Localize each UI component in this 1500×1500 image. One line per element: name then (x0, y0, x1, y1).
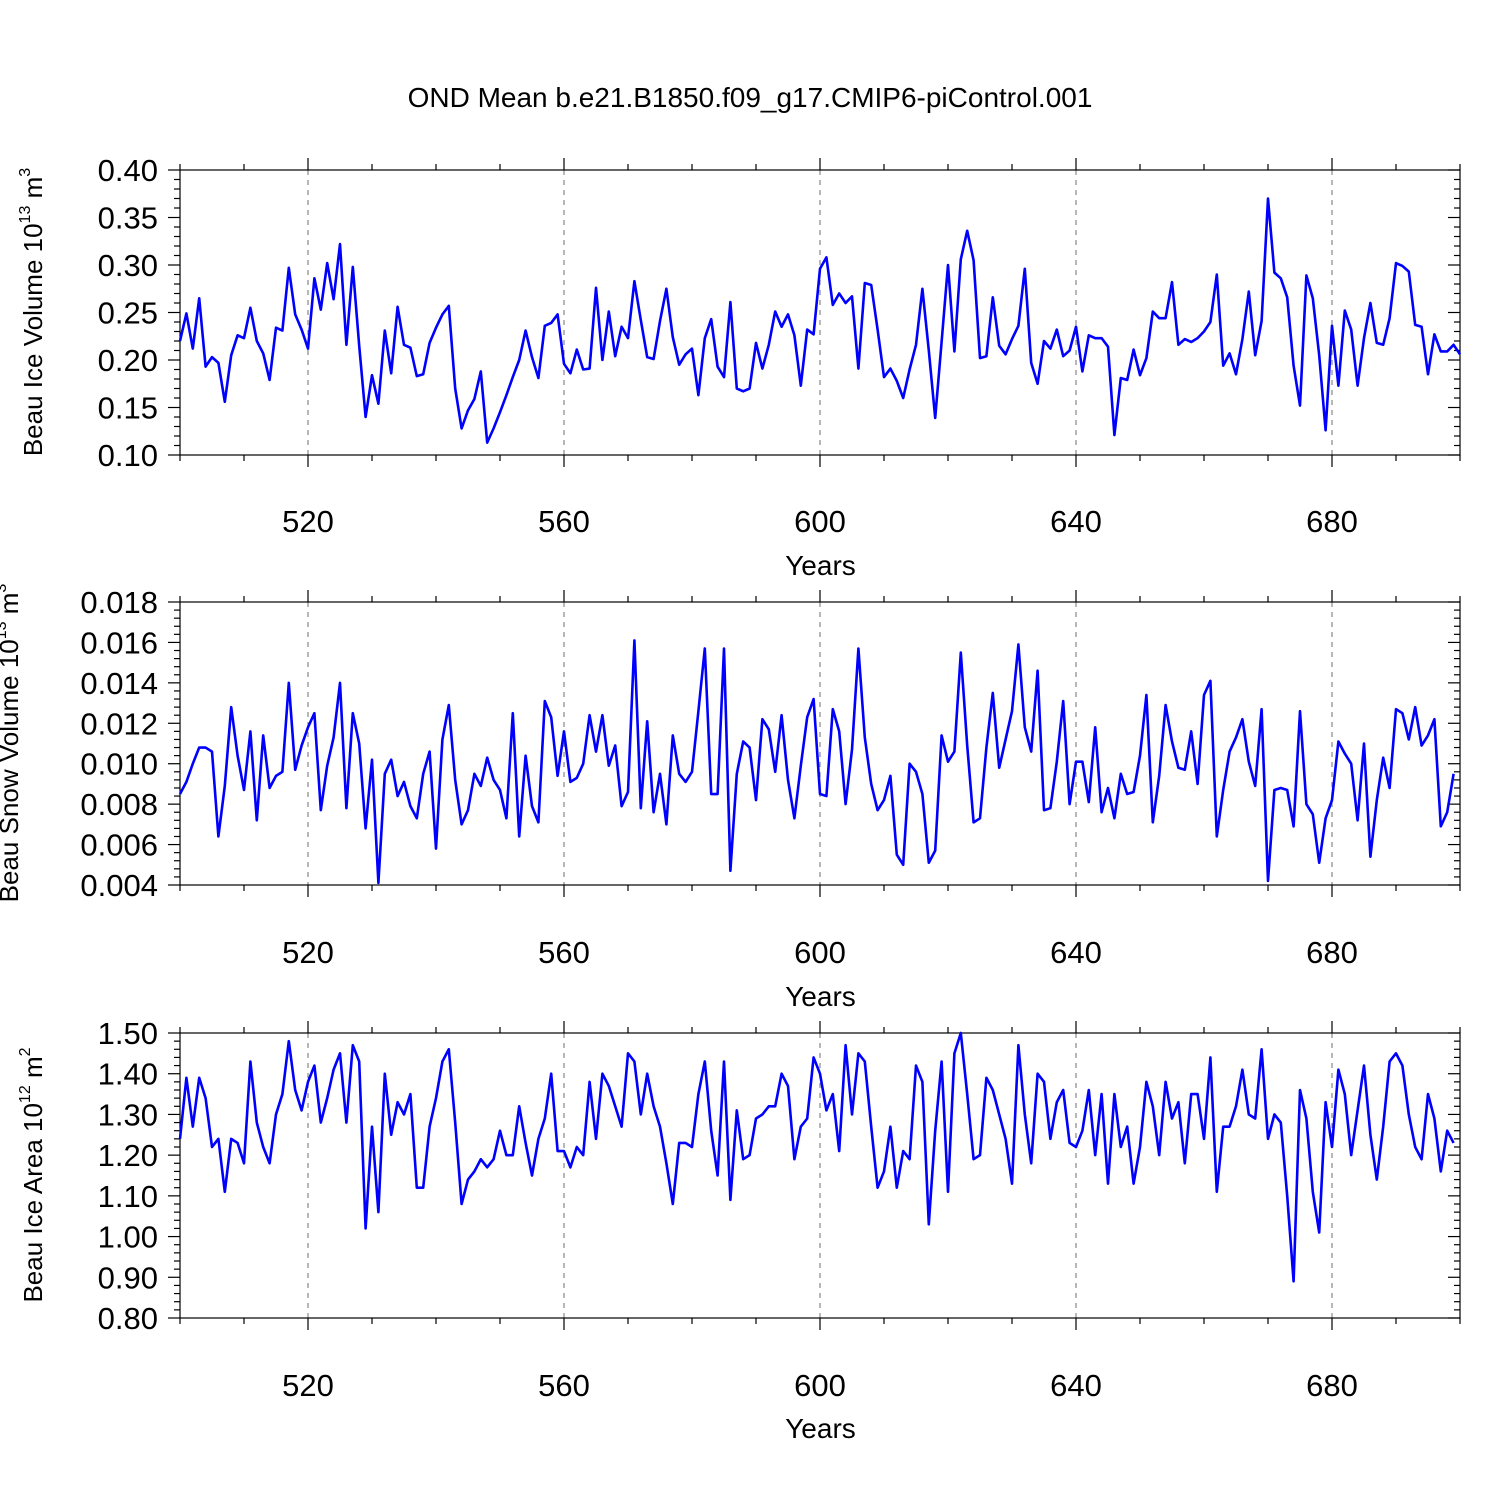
y-tick-label: 0.10 (98, 438, 158, 473)
x-tick-label: 520 (282, 504, 334, 539)
y-tick-label: 0.018 (80, 585, 158, 620)
y-tick-label: 0.35 (98, 201, 158, 236)
series-line (178, 197, 1462, 444)
chart-title: OND Mean b.e21.B1850.f09_g17.CMIP6-piCon… (408, 82, 1093, 113)
y-tick-label: 0.30 (98, 248, 158, 283)
y-tick-label: 0.014 (80, 666, 158, 701)
x-tick-label: 680 (1306, 504, 1358, 539)
y-tick-label: 0.20 (98, 343, 158, 378)
series-line (178, 639, 1455, 885)
y-tick-label: 0.004 (80, 868, 158, 903)
y-tick-label: 1.20 (98, 1138, 158, 1173)
x-tick-label: 600 (794, 935, 846, 970)
y-tick-label: 0.006 (80, 828, 158, 863)
y-tick-label: 0.008 (80, 787, 158, 822)
x-tick-label: 560 (538, 935, 590, 970)
y-axis-label: Beau Snow Volume 1013 m3 (0, 584, 24, 903)
y-tick-label: 0.016 (80, 625, 158, 660)
y-tick-label: 0.25 (98, 296, 158, 331)
panel-1: 520 560 600 640 680 0.10 0.15 0.20 0.25 0.30 0.35 0… (17, 153, 1462, 581)
y-tick-label: 1.10 (98, 1179, 158, 1214)
y-tick-label: 0.010 (80, 747, 158, 782)
x-tick-label: 600 (794, 504, 846, 539)
y-tick-label: 0.40 (98, 153, 158, 188)
x-tick-label: 640 (1050, 935, 1102, 970)
x-tick-label: 520 (282, 1368, 334, 1403)
x-tick-label: 560 (538, 1368, 590, 1403)
y-axis-label: Beau Ice Area 1012 m2 (17, 1047, 48, 1302)
panels-container: 520 560 600 640 680 0.10 0.15 0.20 0.25 0.30 0.35 0… (0, 153, 1462, 1444)
x-tick-label: 520 (282, 935, 334, 970)
x-tick-label: 680 (1306, 1368, 1358, 1403)
panel-3: 520 560 600 640 680 0.80 0.90 1.00 1.10 1.20 1.30 1… (17, 1016, 1461, 1444)
y-tick-label: 0.15 (98, 391, 158, 426)
y-tick-label: 0.90 (98, 1260, 158, 1295)
y-tick-label: 1.40 (98, 1057, 158, 1092)
y-tick-label: 1.30 (98, 1097, 158, 1132)
y-tick-label: 0.012 (80, 706, 158, 741)
y-tick-label: 1.50 (98, 1016, 158, 1051)
x-tick-label: 560 (538, 504, 590, 539)
y-tick-label: 1.00 (98, 1220, 158, 1255)
x-tick-label: 600 (794, 1368, 846, 1403)
x-tick-label: 680 (1306, 935, 1358, 970)
panel-2: 520 560 600 640 680 0.004 0.006 0.008 0.010 0.012… (0, 584, 1461, 1012)
x-axis-label: Years (785, 981, 856, 1012)
x-tick-label: 640 (1050, 504, 1102, 539)
x-axis-label: Years (785, 1413, 856, 1444)
x-tick-label: 640 (1050, 1368, 1102, 1403)
y-axis-label: Beau Ice Volume 1013 m3 (17, 168, 48, 456)
x-axis-label: Years (785, 550, 856, 581)
y-tick-label: 0.80 (98, 1301, 158, 1336)
series-line (178, 1031, 1455, 1283)
